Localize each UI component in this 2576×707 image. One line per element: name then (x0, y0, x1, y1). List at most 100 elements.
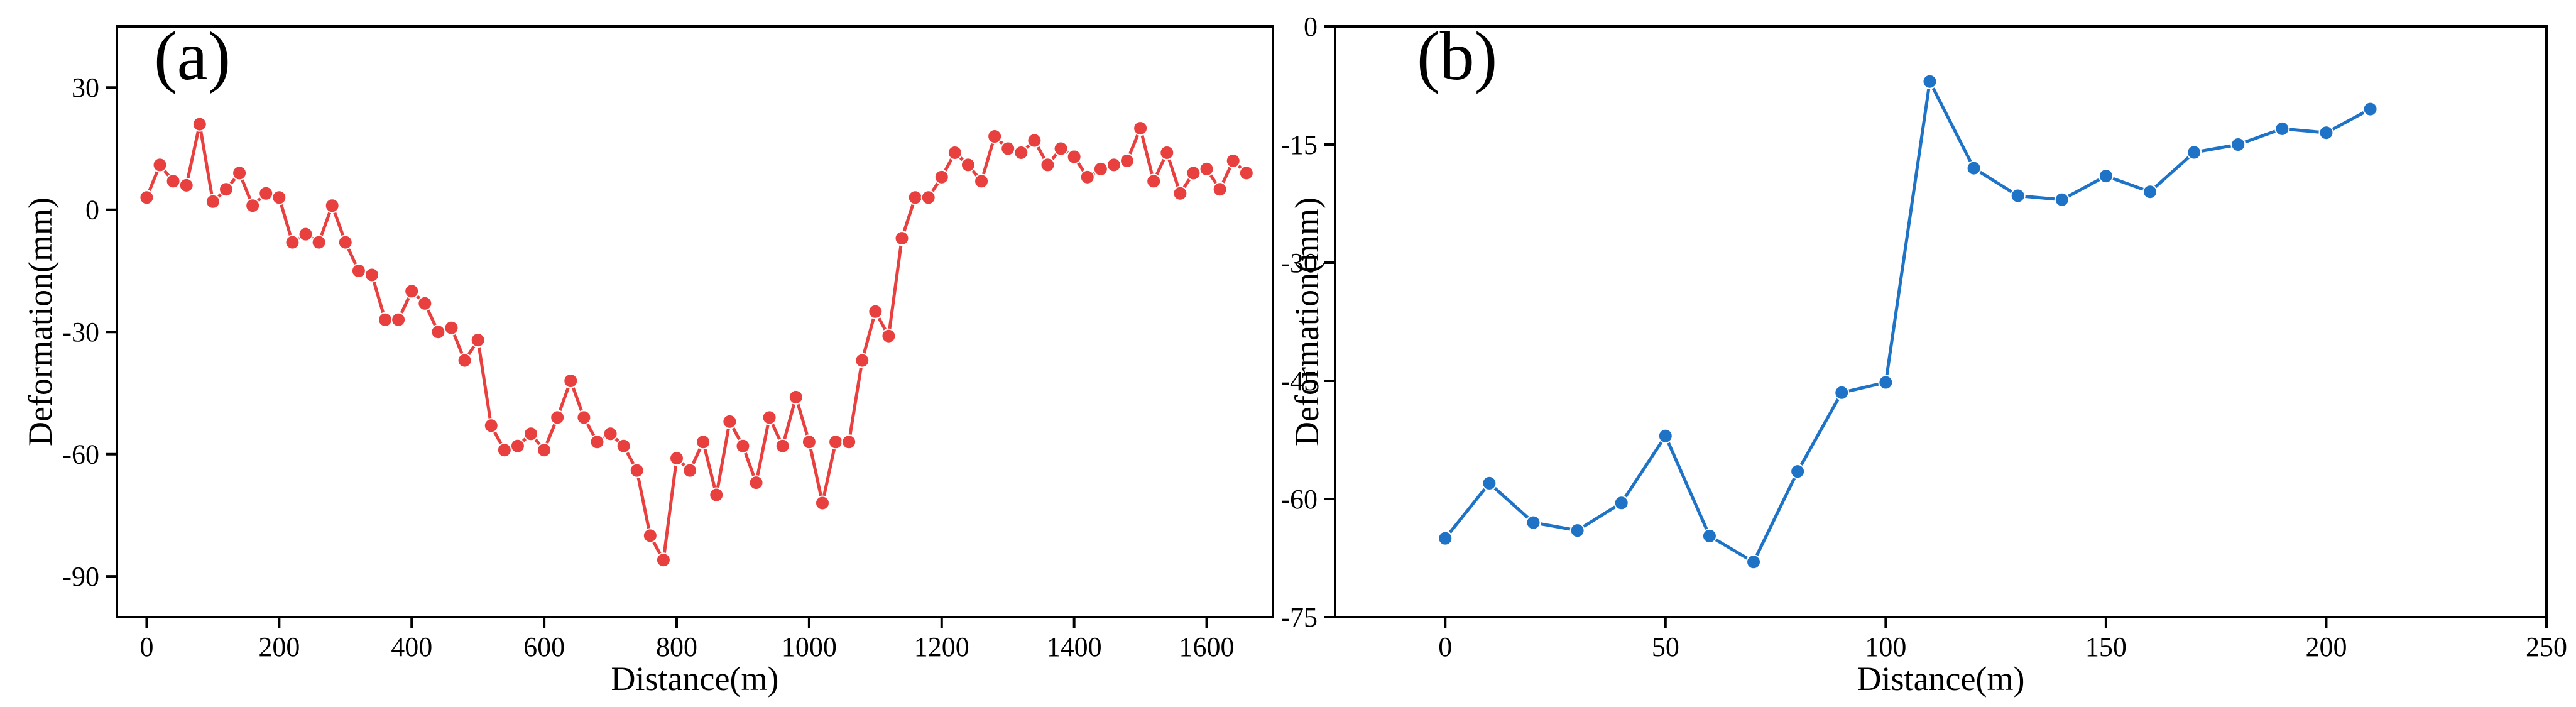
data-point-b (1569, 523, 1585, 539)
data-point-a (444, 320, 459, 336)
data-point-a (1093, 161, 1108, 177)
data-point-b (1834, 385, 1850, 400)
data-point-a (364, 267, 379, 283)
x-tick-label-a: 1000 (782, 632, 837, 662)
chart-panel-b: (b) Distance(m) Deformation(mm) 0 50 100 15… (1280, 11, 2567, 698)
data-point-a (205, 194, 221, 209)
y-tick-label-a: 30 (72, 72, 99, 103)
x-tick-label-b: 200 (2305, 632, 2347, 662)
data-point-b (2054, 192, 2070, 207)
data-point-a (1186, 165, 1201, 181)
y-tick-label-b: -30 (1280, 248, 1318, 278)
data-point-a (430, 324, 446, 340)
data-point-a (1120, 153, 1135, 168)
data-point-a (523, 426, 539, 442)
data-point-a (337, 234, 353, 250)
plot-frame-b (1334, 25, 2548, 618)
data-point-b (2010, 188, 2026, 204)
data-point-a (655, 552, 671, 568)
data-point-a (748, 475, 764, 491)
data-point-a (404, 283, 420, 299)
data-point-a (152, 157, 168, 173)
data-point-a (589, 434, 605, 450)
data-point-a (1225, 153, 1241, 168)
data-point-a (934, 169, 949, 185)
data-point-a (1066, 149, 1082, 165)
data-point-a (1238, 165, 1254, 181)
y-tick-label-b: -45 (1280, 366, 1318, 397)
x-tick-label-b: 50 (1652, 632, 1679, 662)
data-point-a (311, 234, 327, 250)
x-axis-title-a: Distance(m) (611, 660, 779, 698)
data-point-a (1040, 157, 1056, 173)
data-point-a (192, 116, 207, 132)
data-point-b (2142, 184, 2158, 200)
data-point-b (1878, 375, 1894, 390)
x-tick-label-b: 0 (1438, 632, 1452, 662)
data-point-a (324, 198, 340, 214)
y-tick-label-b: -60 (1280, 484, 1318, 515)
data-point-a (1212, 182, 1228, 197)
data-point-a (761, 410, 777, 425)
data-point-a (801, 434, 817, 450)
x-tick-label-a: 600 (523, 632, 565, 662)
data-point-a (1013, 145, 1029, 160)
data-point-a (1133, 121, 1149, 136)
data-point-a (1172, 185, 1188, 201)
data-point-b (1790, 464, 1806, 480)
data-point-b (2230, 137, 2246, 152)
data-point-a (417, 295, 433, 311)
y-axis-title-b: Deformation(mm) (1288, 197, 1326, 446)
data-point-a (1079, 169, 1095, 185)
data-point-b (1525, 515, 1541, 530)
data-point-a (788, 389, 804, 405)
data-point-a (1159, 145, 1175, 160)
plot-frame-a (116, 25, 1274, 618)
data-point-a (616, 438, 631, 454)
data-point-a (496, 442, 512, 458)
data-point-a (868, 304, 883, 319)
data-point-a (576, 410, 592, 425)
data-point-a (378, 312, 393, 327)
data-point-a (139, 190, 155, 206)
data-point-a (629, 463, 645, 478)
y-tick-label-b: -15 (1280, 129, 1318, 160)
series-line-a (145, 123, 1248, 562)
x-tick-label-a: 1200 (914, 632, 969, 662)
data-point-a (907, 190, 923, 206)
data-point-a (696, 434, 711, 450)
data-point-b (2098, 168, 2114, 184)
data-point-a (1027, 133, 1042, 148)
y-tick-label-a: -30 (62, 317, 99, 348)
data-point-a (603, 426, 618, 442)
x-tick-label-a: 1600 (1179, 632, 1235, 662)
data-point-a (271, 190, 287, 206)
data-point-a (483, 418, 499, 434)
data-point-a (232, 165, 248, 181)
data-point-b (1701, 528, 1717, 544)
axes-a: 0 200 400 600 800 1000 1200 1400 1600 30 0 -30 -60 -9… (62, 72, 1234, 662)
data-point-a (537, 442, 552, 458)
data-point-b (2362, 101, 2378, 117)
x-tick-label-a: 1400 (1047, 632, 1102, 662)
x-tick-label-b: 150 (2085, 632, 2127, 662)
data-point-a (920, 190, 936, 206)
data-point-a (391, 312, 407, 327)
data-point-a (457, 353, 472, 368)
data-point-a (178, 177, 194, 193)
data-point-a (258, 185, 274, 201)
data-point-b (1746, 554, 1762, 570)
data-point-a (854, 353, 870, 368)
axes-b: 0 50 100 150 200 250 0 -15 -30 -45 -60 -75 (1280, 11, 2567, 662)
data-point-a (987, 129, 1003, 145)
data-point-a (814, 495, 830, 511)
data-point-a (722, 414, 738, 429)
data-point-a (1106, 157, 1122, 173)
y-tick-label-b: -75 (1280, 602, 1318, 633)
x-tick-label-a: 200 (258, 632, 300, 662)
x-tick-label-a: 800 (656, 632, 697, 662)
data-point-a (563, 373, 579, 388)
data-point-a (1000, 141, 1016, 156)
data-point-b (2318, 125, 2334, 141)
data-point-a (470, 332, 486, 348)
